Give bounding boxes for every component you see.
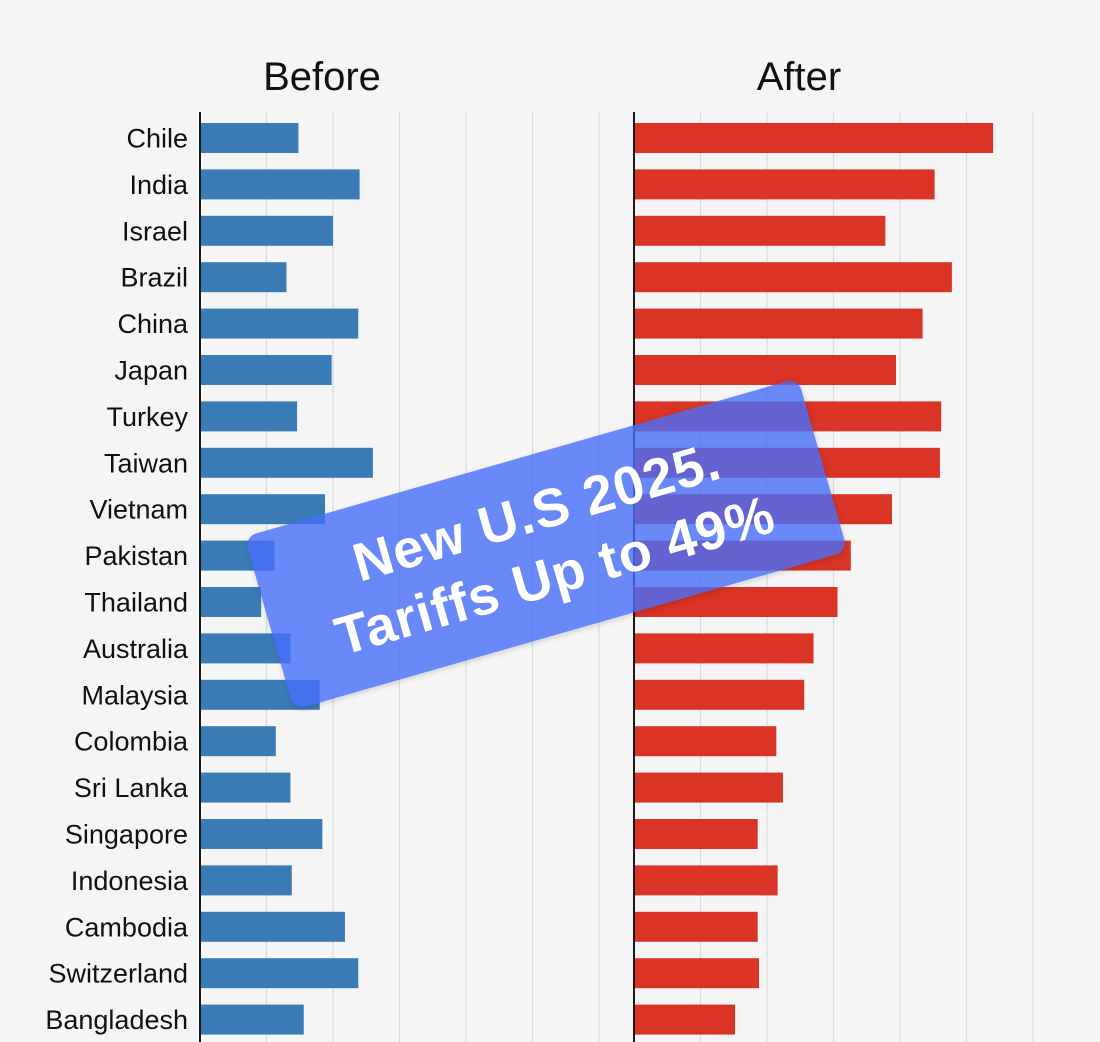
category-label: Turkey [106, 402, 188, 432]
bar-chile [200, 123, 299, 153]
bar-bangladesh [634, 1004, 736, 1035]
bar-indonesia [634, 865, 778, 896]
panel-title: After [757, 55, 841, 99]
category-label: Vietnam [89, 495, 188, 525]
category-label: Switzerland [48, 959, 188, 989]
category-label: Singapore [65, 820, 188, 850]
bar-turkey [200, 401, 298, 432]
category-labels: Chile India Israel Brazil China Japan Turkey Ta… [45, 124, 189, 1036]
category-label: Israel [122, 216, 188, 246]
category-label: Indonesia [71, 866, 189, 896]
bar-brazil [200, 262, 287, 293]
bar-switzerland [200, 958, 359, 989]
bar-sri-lanka [200, 772, 291, 803]
bar-switzerland [634, 958, 760, 989]
bar-china [634, 308, 923, 339]
bar-taiwan [200, 447, 373, 478]
bar-singapore [200, 819, 323, 849]
bar-cambodia [200, 911, 345, 942]
category-label: Cambodia [65, 912, 189, 942]
bar-israel [200, 215, 333, 246]
category-label: Colombia [74, 727, 189, 757]
category-label: Thailand [84, 588, 188, 618]
category-label: China [117, 309, 189, 339]
category-label: India [129, 170, 189, 200]
bar-cambodia [634, 911, 758, 942]
bar-colombia [200, 726, 276, 757]
bar-bangladesh [200, 1004, 304, 1035]
category-label: Chile [126, 124, 188, 154]
bar-india [200, 169, 360, 200]
category-label: Japan [114, 356, 188, 386]
bar-brazil [634, 262, 952, 293]
bar-singapore [634, 819, 758, 849]
category-label: Australia [83, 634, 189, 664]
bar-japan [200, 355, 332, 385]
bar-chile [634, 123, 994, 153]
category-label: Brazil [120, 263, 188, 293]
category-label: Sri Lanka [74, 773, 189, 803]
category-label: Bangladesh [45, 1005, 188, 1035]
bar-thailand [200, 587, 262, 617]
bar-china [200, 308, 359, 339]
bar-australia [634, 633, 814, 664]
bar-japan [634, 355, 897, 385]
bar-malaysia [634, 679, 805, 710]
bar-india [634, 169, 935, 200]
bar-colombia [634, 726, 777, 757]
category-label: Taiwan [104, 448, 188, 478]
bar-indonesia [200, 865, 292, 896]
category-label: Malaysia [81, 680, 189, 710]
panel-title: Before [263, 55, 381, 99]
bar-sri-lanka [634, 772, 783, 803]
bar-israel [634, 215, 886, 246]
category-label: Pakistan [84, 541, 188, 571]
